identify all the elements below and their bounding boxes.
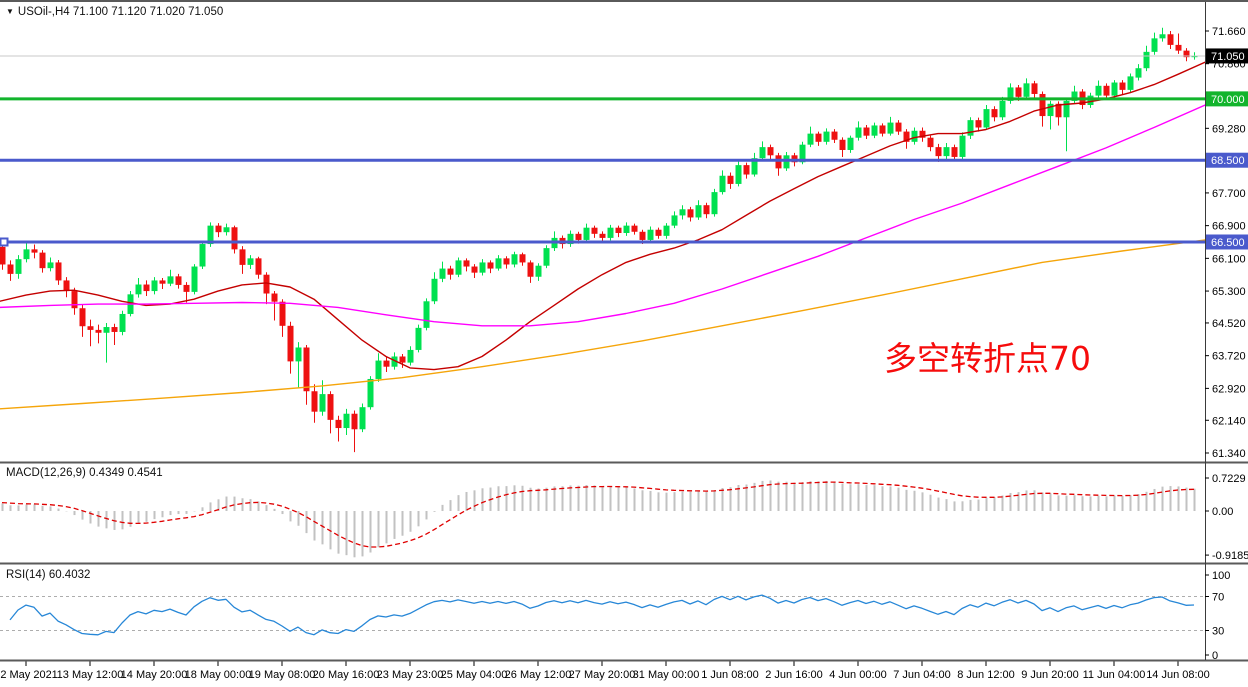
time-axis-label: 7 Jun 04:00	[893, 669, 951, 681]
hline-drag-handle[interactable]	[0, 237, 9, 247]
hline-price-tag	[1206, 234, 1248, 250]
chart-text-annotation[interactable]: 多空转折点70	[884, 339, 1091, 378]
time-axis-label: 19 May 08:00	[249, 669, 316, 681]
price-axis-label: 61.340	[1212, 448, 1246, 460]
ma-mid-magenta	[0, 104, 1205, 327]
hline-price-tag	[1206, 152, 1248, 168]
rsi-line	[9, 594, 1195, 636]
current-price-tag-text: 71.050	[1211, 51, 1245, 63]
time-axis-label: 27 May 20:00	[569, 669, 636, 681]
time-axis-label: 9 Jun 20:00	[1021, 669, 1079, 681]
rsi-axis-label: 30	[1212, 626, 1224, 638]
window-top-border	[0, 0, 1248, 2]
macd-axis-label: 0.00	[1212, 506, 1233, 518]
price-axis-label: 69.280	[1212, 123, 1246, 135]
hline-price-tag-text: 66.500	[1211, 237, 1245, 249]
main-price-panel[interactable]	[0, 27, 1205, 453]
price-axis-label: 65.300	[1212, 286, 1246, 298]
price-axis-label: 71.660	[1212, 26, 1246, 38]
symbol-ohlc-header: ▼ USOil-,H4 71.100 71.120 71.020 71.050	[6, 6, 223, 18]
time-axis-label: 2 Jun 16:00	[765, 669, 823, 681]
rsi-axis-label: 100	[1212, 570, 1230, 582]
chevron-down-icon[interactable]: ▼	[6, 7, 14, 16]
price-axis-label: 64.520	[1212, 318, 1246, 330]
hline-price-tag-text: 70.000	[1211, 94, 1245, 106]
panel-separator	[0, 562, 1248, 565]
time-axis-label: 23 May 23:00	[377, 669, 444, 681]
macd-signal-line	[1, 481, 1195, 548]
symbol-period-label: USOil-,H4	[17, 6, 70, 18]
current-price-tag	[1206, 48, 1248, 64]
candles	[0, 27, 1198, 453]
time-axis-label: 1 Jun 08:00	[701, 669, 759, 681]
time-axis-label: 14 Jun 08:00	[1146, 669, 1210, 681]
time-axis-label: 18 May 00:00	[185, 669, 252, 681]
time-axis-label: 13 May 12:00	[57, 669, 124, 681]
price-axis-label: 62.920	[1212, 383, 1246, 395]
macd-axis-label: -0.9185	[1212, 550, 1248, 562]
open-value: 71.100	[72, 6, 109, 18]
hline-price-tag-text: 68.500	[1211, 155, 1245, 167]
low-value: 71.020	[149, 6, 185, 18]
price-axis-label: 62.140	[1212, 415, 1246, 427]
rsi-indicator-label: RSI(14) 60.4032	[6, 569, 91, 581]
panel-separator	[0, 461, 1248, 464]
macd-panel[interactable]	[1, 480, 1196, 558]
price-axis-label: 66.900	[1212, 221, 1246, 233]
time-axis-label: 4 Jun 00:00	[829, 669, 887, 681]
ma-fast-red	[0, 61, 1205, 371]
ma-slow-orange	[0, 239, 1205, 410]
macd-axis-label: 0.7229	[1212, 473, 1246, 485]
close-value: 71.050	[188, 6, 224, 18]
time-axis-label: 31 May 00:00	[633, 669, 700, 681]
rsi-panel[interactable]	[0, 594, 1205, 636]
time-axis-label: 12 May 2021	[0, 669, 58, 681]
time-axis-label: 26 May 12:00	[505, 669, 572, 681]
price-axis-label: 67.700	[1212, 188, 1246, 200]
time-axis-label: 25 May 04:00	[441, 669, 508, 681]
price-axis-label: 63.720	[1212, 351, 1246, 363]
time-axis-label: 11 Jun 04:00	[1083, 669, 1146, 681]
high-value: 71.120	[111, 6, 147, 18]
macd-indicator-label: MACD(12,26,9) 0.4349 0.4541	[6, 467, 163, 479]
time-axis-label: 14 May 20:00	[121, 669, 188, 681]
rsi-axis-label: 70	[1212, 592, 1224, 604]
price-axis[interactable]: 71.66070.86069.28067.70066.90066.10065.3…	[1205, 26, 1248, 662]
panel-separator	[0, 659, 1248, 662]
hline-price-tag	[1206, 91, 1248, 107]
time-axis-label: 20 May 16:00	[313, 669, 380, 681]
time-axis-label: 8 Jun 12:00	[957, 669, 1015, 681]
price-axis-label: 66.100	[1212, 253, 1246, 265]
rsi-axis-label: 0	[1212, 650, 1218, 662]
